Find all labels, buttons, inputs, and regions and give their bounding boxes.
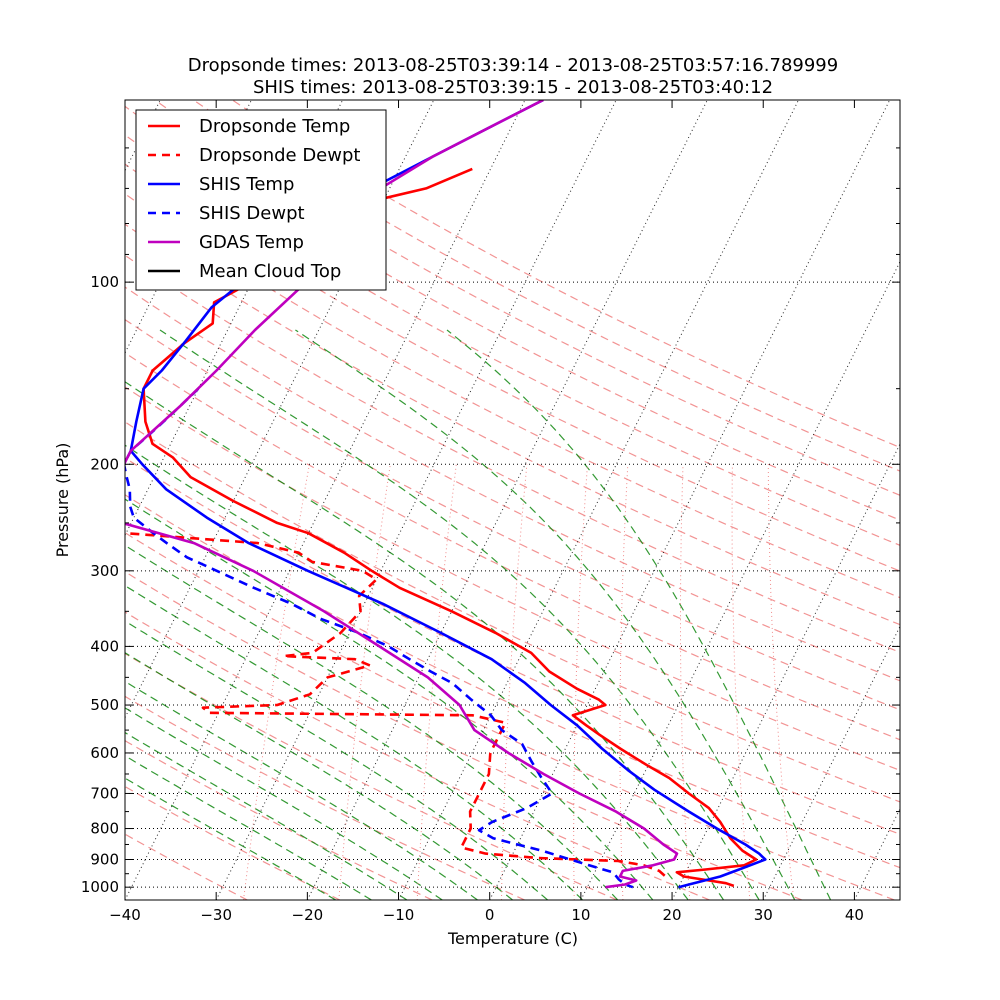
mixing-ratio-line: [338, 464, 391, 900]
x-tick-label: 20: [663, 906, 682, 924]
chart-title-line-1: Dropsonde times: 2013-08-25T03:39:14 - 2…: [188, 55, 838, 76]
legend-label-mean-cloud-top: Mean Cloud Top: [199, 261, 341, 282]
moist-adiabat-line: [295, 329, 796, 900]
y-tick-label: 900: [90, 850, 119, 868]
y-tick-label: 400: [90, 637, 119, 655]
mixing-ratio-line: [573, 464, 588, 900]
y-tick-label: 700: [90, 784, 119, 802]
series-line-dropsonde-temp: [142, 167, 758, 888]
plot-frame: [124, 99, 901, 901]
dry-adiabat-line: [125, 571, 803, 900]
mixing-ratio-line: [767, 464, 795, 900]
x-axis-label: Temperature (C): [447, 929, 578, 948]
moist-adiabat-line: [125, 680, 478, 900]
x-tick-label: −40: [109, 906, 141, 924]
y-tick-label: 300: [90, 562, 119, 580]
moist-adiabat-line: [125, 755, 372, 900]
dry-adiabat-line: [193, 100, 900, 472]
y-axis-label: Pressure (hPa): [53, 443, 72, 558]
dry-adiabat-line: [125, 286, 900, 682]
moist-adiabat-line: [446, 329, 832, 900]
legend: Dropsonde Temp Dropsonde Dewpt SHIS Temp SH…: [135, 109, 387, 291]
legend-label-shis-dewpt: SHIS Dewpt: [199, 203, 305, 224]
x-tick-label: 10: [571, 906, 590, 924]
legend-label-dropsonde-dewpt: Dropsonde Dewpt: [199, 145, 360, 166]
x-tick-label: 40: [845, 906, 864, 924]
x-tick-label: −10: [383, 906, 415, 924]
moist-adiabat-line: [125, 584, 584, 900]
moist-adiabat-line: [125, 444, 689, 900]
legend-label-gdas-temp: GDAS Temp: [199, 232, 304, 253]
y-tick-label: 500: [90, 696, 119, 714]
dry-adiabat-line: [125, 386, 900, 771]
moist-adiabat-line: [125, 652, 513, 900]
moist-adiabat-line: [125, 620, 548, 900]
y-tick-label: 800: [90, 820, 119, 838]
series-line-shis-dewpt: [125, 387, 634, 889]
dry-adiabat-line: [125, 611, 710, 900]
series-line-dropsonde-dewpt: [125, 531, 667, 882]
y-tick-label: 100: [90, 273, 119, 291]
moist-adiabat-line: [125, 731, 408, 900]
dry-adiabat-line: [125, 695, 525, 900]
mixing-ratio-line: [680, 464, 691, 900]
dry-adiabat-line: [125, 318, 900, 711]
x-tick-label: 0: [485, 906, 495, 924]
dry-adiabat-line: [125, 740, 433, 900]
legend-label-dropsonde-temp: Dropsonde Temp: [199, 116, 350, 137]
x-tick-label: −20: [292, 906, 324, 924]
mixing-ratio-line: [619, 464, 629, 900]
x-tick-label: −30: [200, 906, 232, 924]
dry-adiabat-line: [125, 652, 618, 900]
x-axis-ticks: −40 −30 −20 −10 0 10 20 30 40: [109, 100, 864, 924]
x-tick-label: 30: [754, 906, 773, 924]
moist-adiabat-line: [159, 329, 760, 900]
y-tick-label: 1000: [81, 878, 119, 896]
dry-adiabat-line: [125, 421, 900, 803]
mixing-ratio-line: [731, 464, 751, 900]
y-axis-ticks: 100 200 300 400 500 600 700 800 900 1000: [81, 147, 900, 901]
y-tick-label: 600: [90, 744, 119, 762]
legend-box: [135, 109, 387, 291]
moist-adiabat-line: [125, 544, 619, 900]
mixing-ratio-line: [416, 464, 457, 900]
chart-title-line-2: SHIS times: 2013-08-25T03:39:15 - 2013-0…: [253, 77, 773, 98]
y-tick-label: 200: [90, 455, 119, 473]
mixing-ratio-line: [501, 464, 528, 900]
moist-adiabat-line: [125, 777, 337, 900]
legend-label-shis-temp: SHIS Temp: [199, 174, 294, 195]
